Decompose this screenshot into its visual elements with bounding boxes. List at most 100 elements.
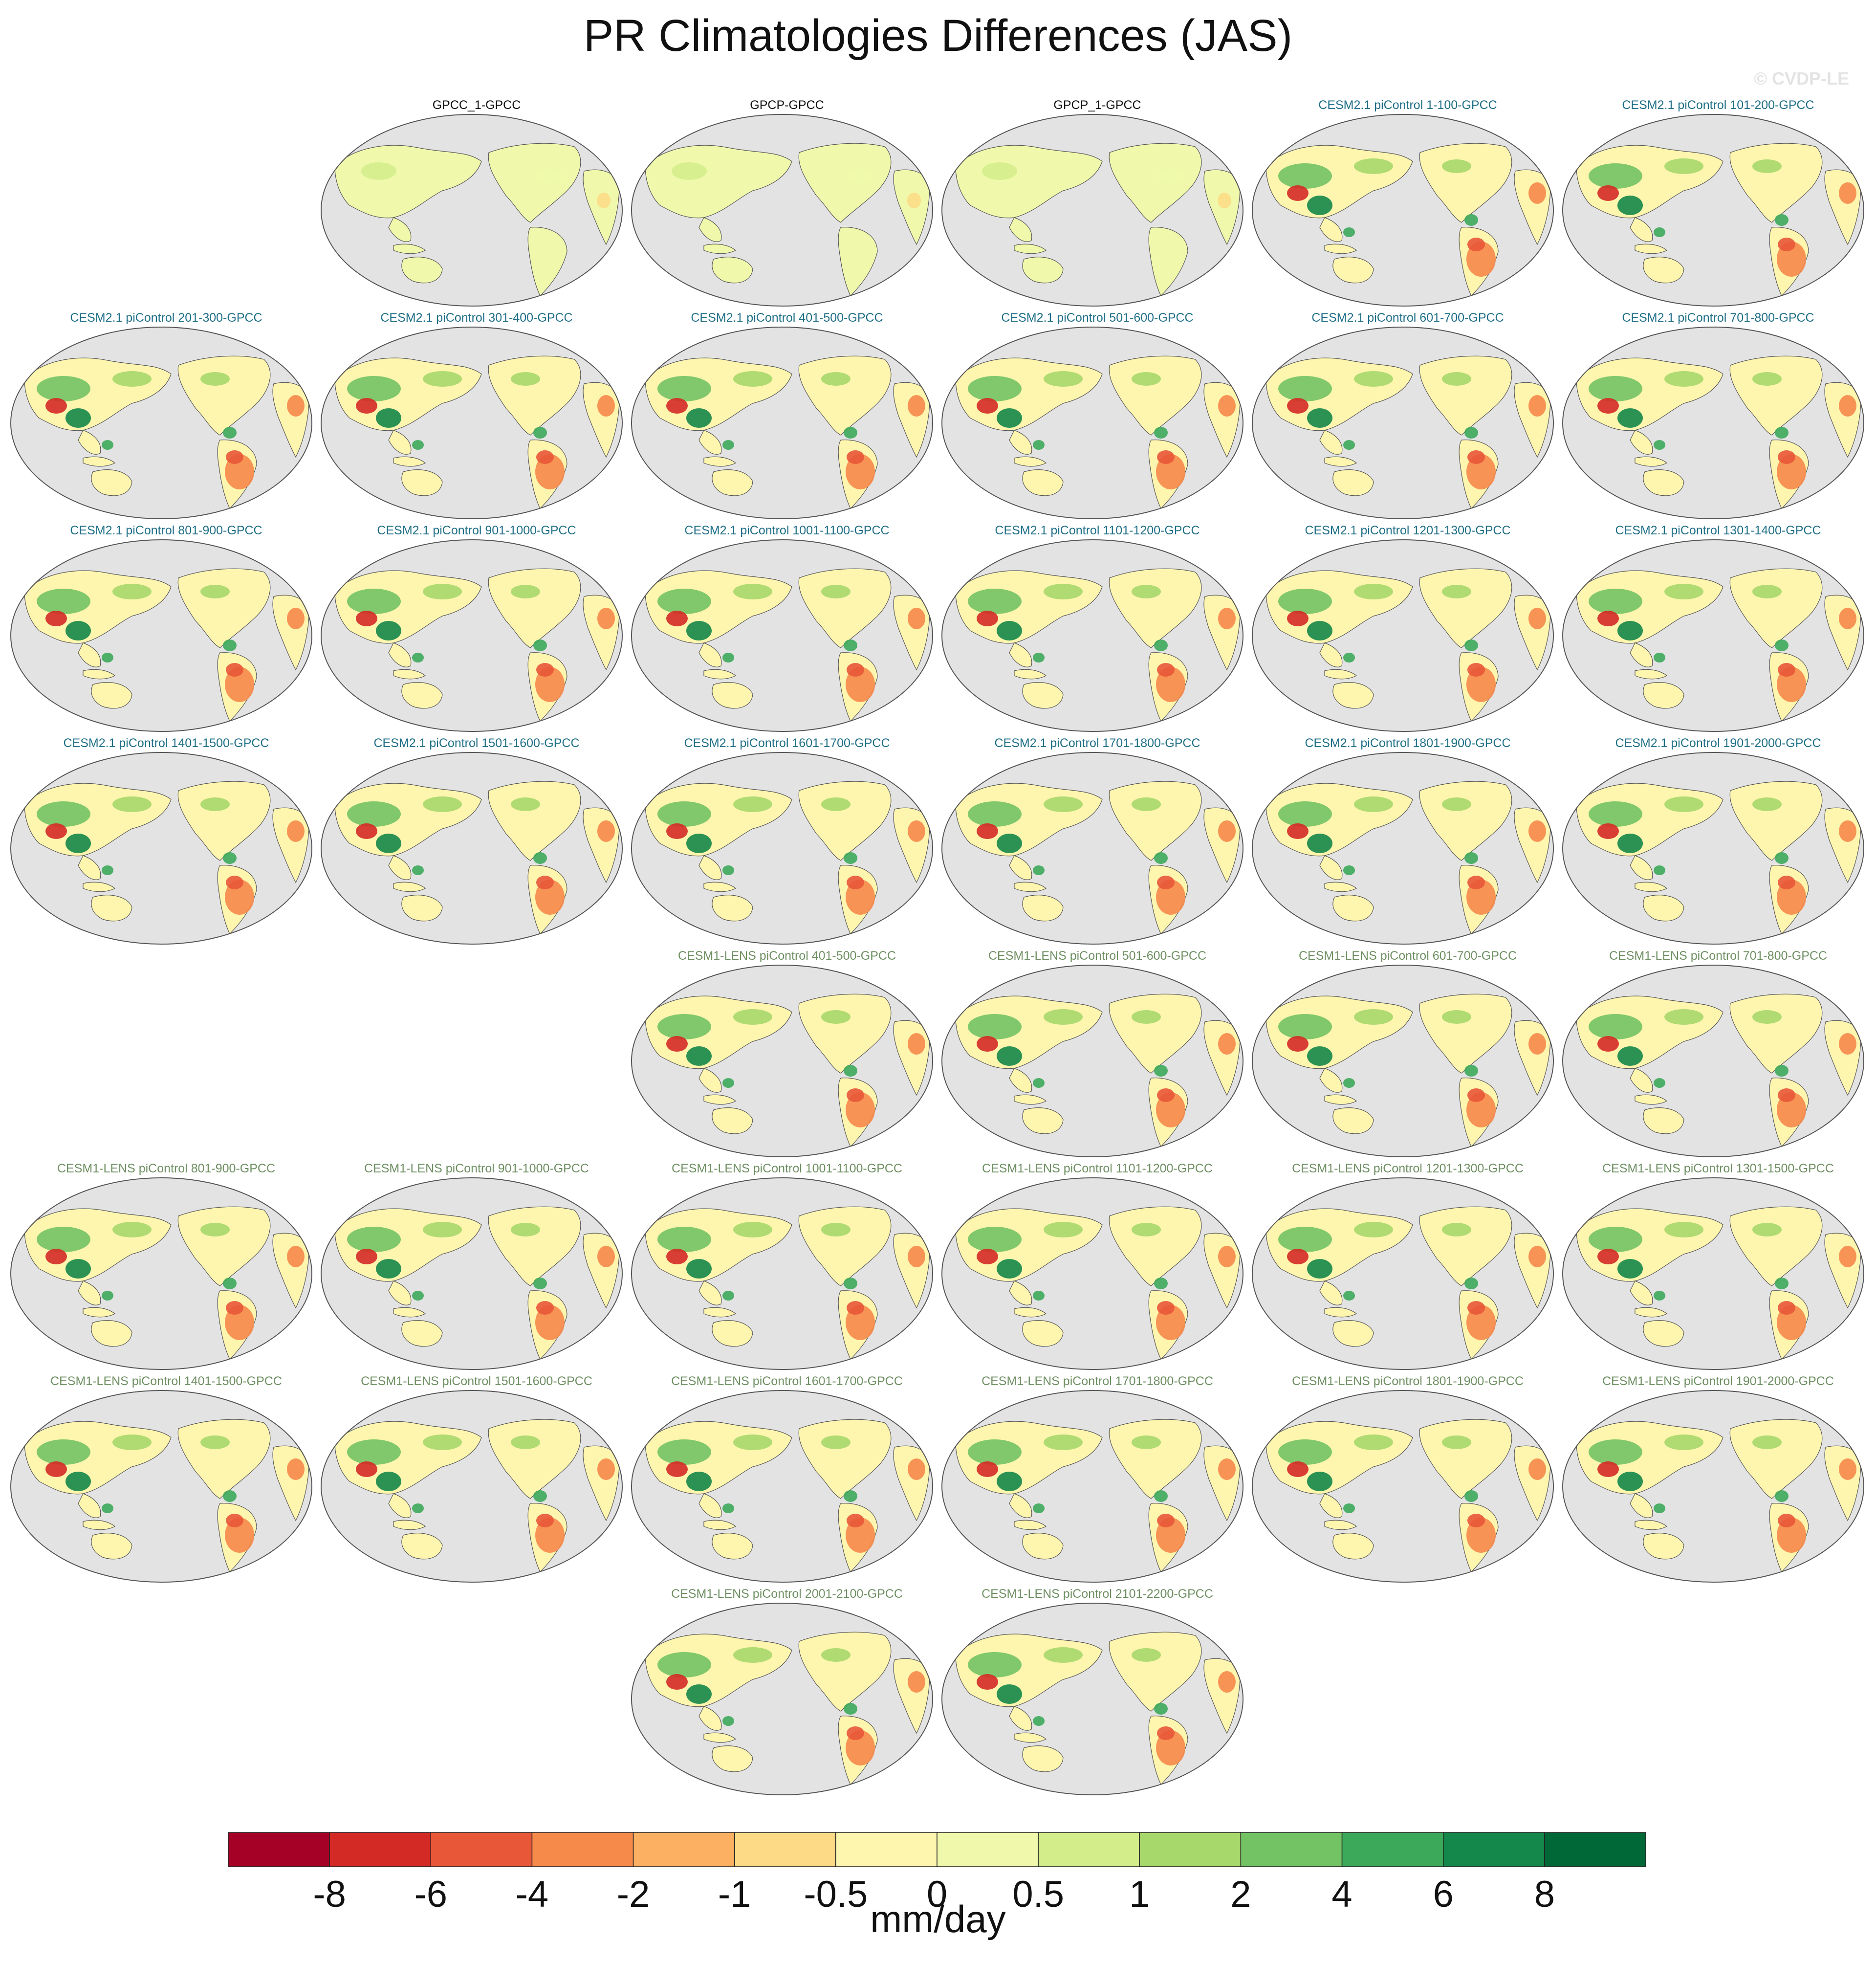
anomaly-patch xyxy=(908,608,925,629)
world-map xyxy=(321,752,623,945)
panel-title: CESM1-LENS piControl 901-1000-GPCC xyxy=(364,1162,589,1175)
anomaly-patch xyxy=(1218,1671,1236,1693)
anomaly-patch xyxy=(847,169,874,183)
anomaly-patch xyxy=(376,621,401,640)
anomaly-patch xyxy=(1354,371,1393,387)
world-map xyxy=(1562,1177,1864,1370)
map-panel: CESM2.1 piControl 901-1000-GPCC xyxy=(320,523,633,738)
world-map xyxy=(1252,752,1554,945)
land-australia xyxy=(1332,1320,1374,1347)
anomaly-patch xyxy=(347,1227,401,1252)
anomaly-patch xyxy=(1839,608,1856,629)
anomaly-patch xyxy=(1157,876,1175,889)
anomaly-patch xyxy=(1467,876,1485,889)
anomaly-patch xyxy=(112,796,152,812)
panel-title: CESM2.1 piControl 1-100-GPCC xyxy=(1318,98,1497,112)
land-seasia xyxy=(1630,1493,1653,1518)
anomaly-patch xyxy=(1617,1259,1643,1279)
anomaly-patch xyxy=(1218,193,1231,208)
anomaly-patch xyxy=(657,801,711,827)
land-indonesia xyxy=(703,882,737,892)
anomaly-patch xyxy=(997,1684,1022,1704)
anomaly-patch xyxy=(1597,823,1619,839)
world-map xyxy=(941,327,1243,519)
land-seasia xyxy=(78,855,101,880)
anomaly-patch xyxy=(1132,1010,1161,1024)
land-namerica xyxy=(177,1206,271,1286)
anomaly-patch xyxy=(733,584,772,599)
map-border xyxy=(1252,539,1554,732)
anomaly-patch xyxy=(977,611,998,626)
land-australia xyxy=(401,682,443,709)
anomaly-patch xyxy=(1354,1222,1393,1237)
world-map xyxy=(1562,1390,1864,1583)
anomaly-patch xyxy=(844,1703,857,1715)
panel-title: CESM2.1 piControl 201-300-GPCC xyxy=(70,311,262,325)
anomaly-patch xyxy=(1589,1439,1642,1465)
map-border xyxy=(1562,1177,1864,1370)
map-border xyxy=(631,965,933,1157)
land-australia xyxy=(1332,1533,1374,1560)
anomaly-patch xyxy=(968,1652,1022,1677)
anomaly-patch xyxy=(847,450,864,464)
panel-title: GPCP_1-GPCC xyxy=(1053,98,1141,112)
world-map xyxy=(941,1603,1243,1795)
land-seasia xyxy=(388,642,412,667)
map-border xyxy=(631,1390,933,1583)
anomaly-patch xyxy=(536,450,554,464)
anomaly-patch xyxy=(968,1227,1022,1252)
panel-title: CESM2.1 piControl 1001-1100-GPCC xyxy=(684,524,890,537)
land-australia xyxy=(91,1533,132,1560)
anomaly-patch xyxy=(287,608,305,629)
anomaly-patch xyxy=(1654,1503,1665,1513)
anomaly-patch xyxy=(1033,1291,1045,1301)
world-map xyxy=(1252,1390,1554,1583)
land-indonesia xyxy=(1635,243,1668,254)
map-panel: CESM1-LENS piControl 1301-1500-GPCC xyxy=(1562,1161,1875,1376)
land-seasia xyxy=(1319,1280,1343,1305)
anomaly-patch xyxy=(1307,196,1332,215)
land-seasia xyxy=(388,430,412,455)
anomaly-patch xyxy=(1664,796,1703,812)
anomaly-patch xyxy=(666,1036,688,1052)
land-seasia xyxy=(1009,1068,1032,1093)
anomaly-patch xyxy=(511,1435,540,1449)
anomaly-patch xyxy=(1778,450,1795,464)
land-namerica xyxy=(1109,355,1202,436)
land-indonesia xyxy=(1635,1520,1668,1530)
anomaly-patch xyxy=(65,1259,91,1279)
anomaly-patch xyxy=(1664,371,1703,387)
anomaly-patch xyxy=(1218,1033,1236,1055)
map-border xyxy=(631,114,933,307)
map-panel: CESM2.1 piControl 701-800-GPCC xyxy=(1562,310,1875,526)
anomaly-patch xyxy=(908,820,925,842)
anomaly-patch xyxy=(1617,1046,1643,1066)
anomaly-patch xyxy=(1839,1033,1856,1055)
land-australia xyxy=(712,1533,753,1560)
panel-title: CESM1-LENS piControl 2001-2100-GPCC xyxy=(671,1587,903,1601)
anomaly-patch xyxy=(722,1503,734,1513)
world-map xyxy=(1252,327,1554,519)
land-australia xyxy=(712,1745,753,1772)
land-namerica xyxy=(488,1419,581,1499)
panel-title: CESM1-LENS piControl 601-700-GPCC xyxy=(1298,949,1517,963)
world-map xyxy=(1562,539,1864,732)
anomaly-patch xyxy=(1752,159,1782,173)
anomaly-patch xyxy=(1157,1088,1175,1102)
land-namerica xyxy=(1109,781,1202,861)
anomaly-patch xyxy=(1664,584,1703,599)
world-map xyxy=(941,965,1243,1157)
anomaly-patch xyxy=(1617,1472,1643,1491)
anomaly-patch xyxy=(37,1439,90,1465)
anomaly-patch xyxy=(1654,440,1665,450)
anomaly-patch xyxy=(102,440,113,450)
anomaly-patch xyxy=(977,1674,998,1690)
anomaly-patch xyxy=(657,1439,711,1465)
panel-title: CESM1-LENS piControl 1401-1500-GPCC xyxy=(50,1374,282,1388)
anomaly-patch xyxy=(1218,1246,1236,1267)
land-indonesia xyxy=(1324,669,1357,680)
world-map xyxy=(10,327,312,519)
anomaly-patch xyxy=(1775,852,1789,864)
anomaly-patch xyxy=(1307,1046,1332,1066)
land-indonesia xyxy=(1014,243,1047,254)
